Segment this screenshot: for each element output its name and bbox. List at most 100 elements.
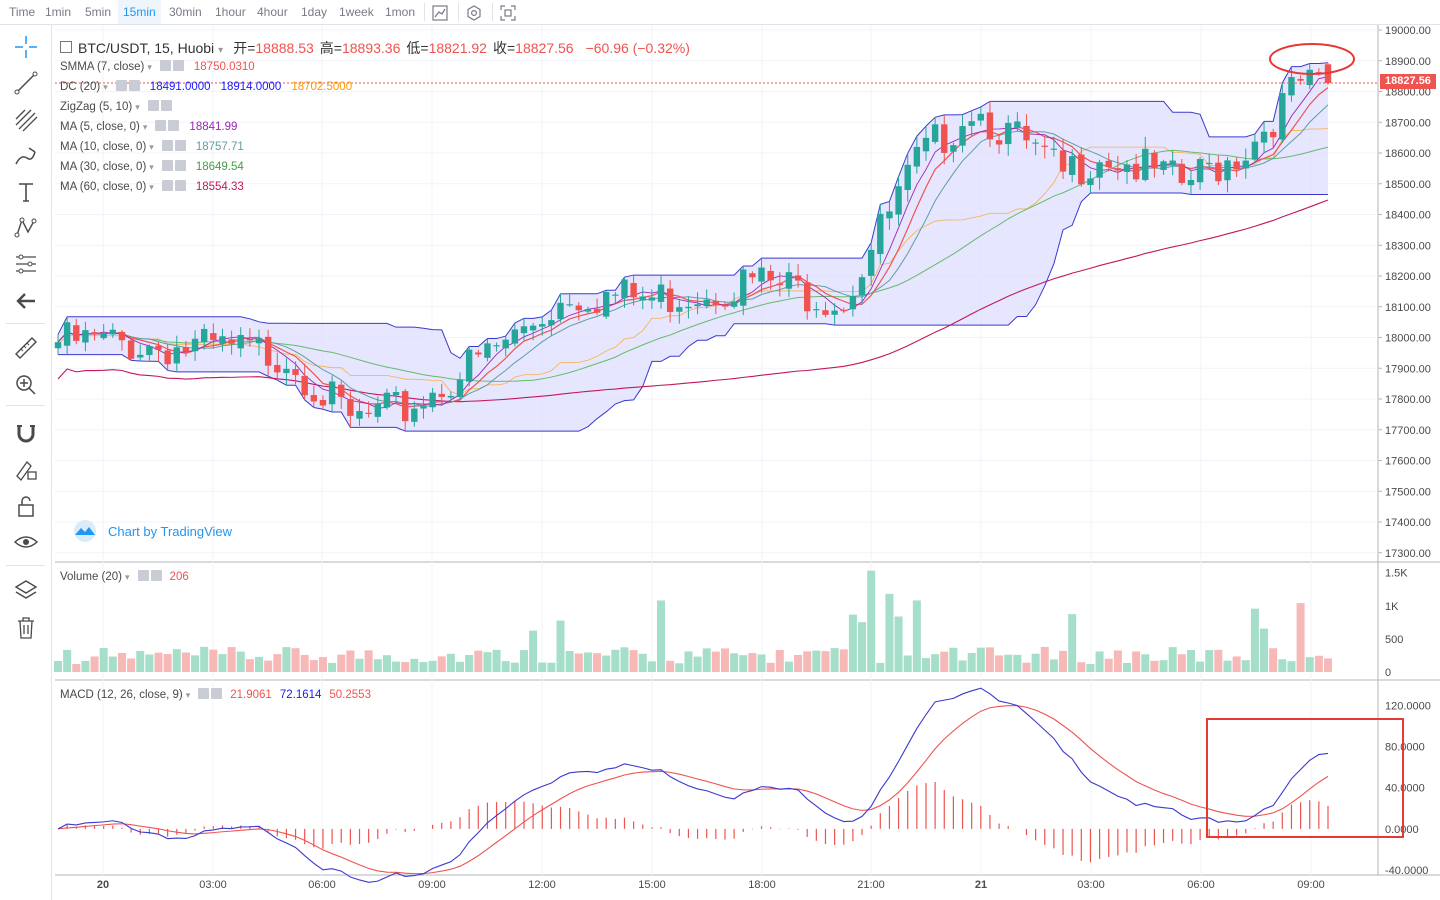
volume-bar [894,616,903,672]
chevron-down-icon[interactable]: ▾ [103,82,108,92]
candle-body [1233,161,1240,170]
settings-icon[interactable] [159,60,171,71]
tradingview-logo[interactable]: Chart by TradingView [70,520,232,542]
close-icon[interactable] [160,100,172,111]
macd-name[interactable]: MACD (12, 26, close, 9) [60,689,183,701]
timeframe-time[interactable]: Time [9,5,36,19]
timeframe-30min[interactable]: 30min [169,5,202,19]
back-arrow-icon[interactable] [13,288,39,314]
trend-line-icon[interactable] [13,70,39,96]
close-icon[interactable] [168,120,180,131]
chevron-down-icon[interactable]: ▾ [125,572,130,582]
chevron-down-icon[interactable]: ▾ [185,690,191,700]
lock-drawing-icon[interactable] [13,456,39,482]
price-axis-label: 18700.00 [1385,117,1431,129]
candle-body [155,345,162,350]
volume-bar [1196,661,1205,672]
settings-icon[interactable] [161,180,173,191]
crosshair-icon[interactable] [13,34,39,60]
close-icon[interactable] [172,60,184,71]
settings-icon[interactable] [198,688,210,699]
timeframe-1day[interactable]: 1day [301,5,328,19]
volume-name[interactable]: Volume (20) [60,571,123,583]
close-icon[interactable] [174,140,186,151]
chevron-down-icon[interactable]: ▾ [149,162,154,172]
symbol-title[interactable]: BTC/USDT, 15, Huobi [78,40,215,56]
ruler-icon[interactable] [13,335,39,361]
close-icon[interactable] [174,160,186,171]
settings-icon[interactable] [155,120,167,131]
chevron-down-icon[interactable]: ▾ [135,102,140,112]
volume-bar [702,648,711,672]
unlock-icon[interactable] [13,493,39,519]
settings-icon[interactable] [161,160,173,171]
chart-style-icon[interactable] [428,2,452,24]
toolbar-divider [424,3,425,21]
settings-icon[interactable] [462,2,486,24]
eye-icon[interactable] [13,529,39,555]
close-icon[interactable] [174,180,186,191]
candle-body [813,309,820,311]
indicator-name[interactable]: ZigZag (5, 10) [60,101,133,113]
settings-icon[interactable] [147,100,159,111]
collapse-icon[interactable] [60,41,72,53]
volume-bar [912,600,921,672]
zoom-in-icon[interactable] [13,372,39,398]
timeframe-1mon[interactable]: 1mon [385,5,416,19]
chevron-down-icon[interactable]: ▾ [149,142,154,152]
indicator-name[interactable]: MA (30, close, 0) [60,161,147,173]
magnet-icon[interactable] [13,420,39,446]
settings-icon[interactable] [161,140,173,151]
brush-icon[interactable] [13,144,39,170]
indicator-name[interactable]: MA (5, close, 0) [60,121,140,133]
timeframe-1min[interactable]: 1min [45,5,72,19]
indicator-legend: MA (10, close, 0) ▾ 18757.71 [60,140,254,153]
candle-body [630,283,637,298]
candle-body [274,364,281,373]
candle-body [959,126,966,146]
chevron-down-icon[interactable]: ▾ [142,122,148,132]
volume-bar [1077,662,1086,672]
indicator-name[interactable]: DC (20) [60,81,101,93]
volume-bar [1104,658,1113,672]
chevron-down-icon[interactable]: ▾ [147,62,152,72]
volume-bar [154,652,163,672]
volume-bar [958,660,967,672]
pitchfork-icon[interactable] [13,107,39,133]
tradingview-icon [74,520,96,542]
timeframe-4hour[interactable]: 4hour [257,5,288,19]
candle-body [922,137,930,152]
candle-body [612,294,619,296]
candle-body [913,146,921,167]
volume-bar [291,648,300,672]
open-label: 开= [233,40,256,56]
timeframe-5min[interactable]: 5min [85,5,112,19]
volume-bar [1324,658,1332,672]
prediction-icon[interactable] [13,251,39,277]
layers-icon[interactable] [13,578,39,604]
indicator-name[interactable]: MA (60, close, 0) [60,181,147,193]
fullscreen-icon[interactable] [496,2,520,24]
candle-body [1315,72,1323,74]
settings-icon[interactable] [115,80,127,91]
close-icon[interactable] [128,80,140,91]
text-icon[interactable] [13,179,39,205]
trash-icon[interactable] [13,615,39,641]
indicator-name[interactable]: MA (10, close, 0) [60,141,147,153]
chevron-down-icon[interactable]: ▾ [149,182,154,192]
chevron-down-icon[interactable]: ▾ [218,45,224,56]
close-icon[interactable] [150,570,162,581]
low-label: 低= [406,40,429,56]
candle-body [484,343,491,358]
pattern-icon[interactable] [13,215,39,241]
close-icon[interactable] [211,688,223,699]
candle-body [146,346,153,356]
timeframe-1hour[interactable]: 1hour [215,5,246,19]
volume-bar [784,661,793,672]
time-axis-label: 06:00 [308,879,336,891]
timeframe-1week[interactable]: 1week [339,5,374,19]
timeframe-15min[interactable]: 15min [118,0,161,24]
indicator-name[interactable]: SMMA (7, close) [60,61,145,73]
settings-icon[interactable] [137,570,149,581]
